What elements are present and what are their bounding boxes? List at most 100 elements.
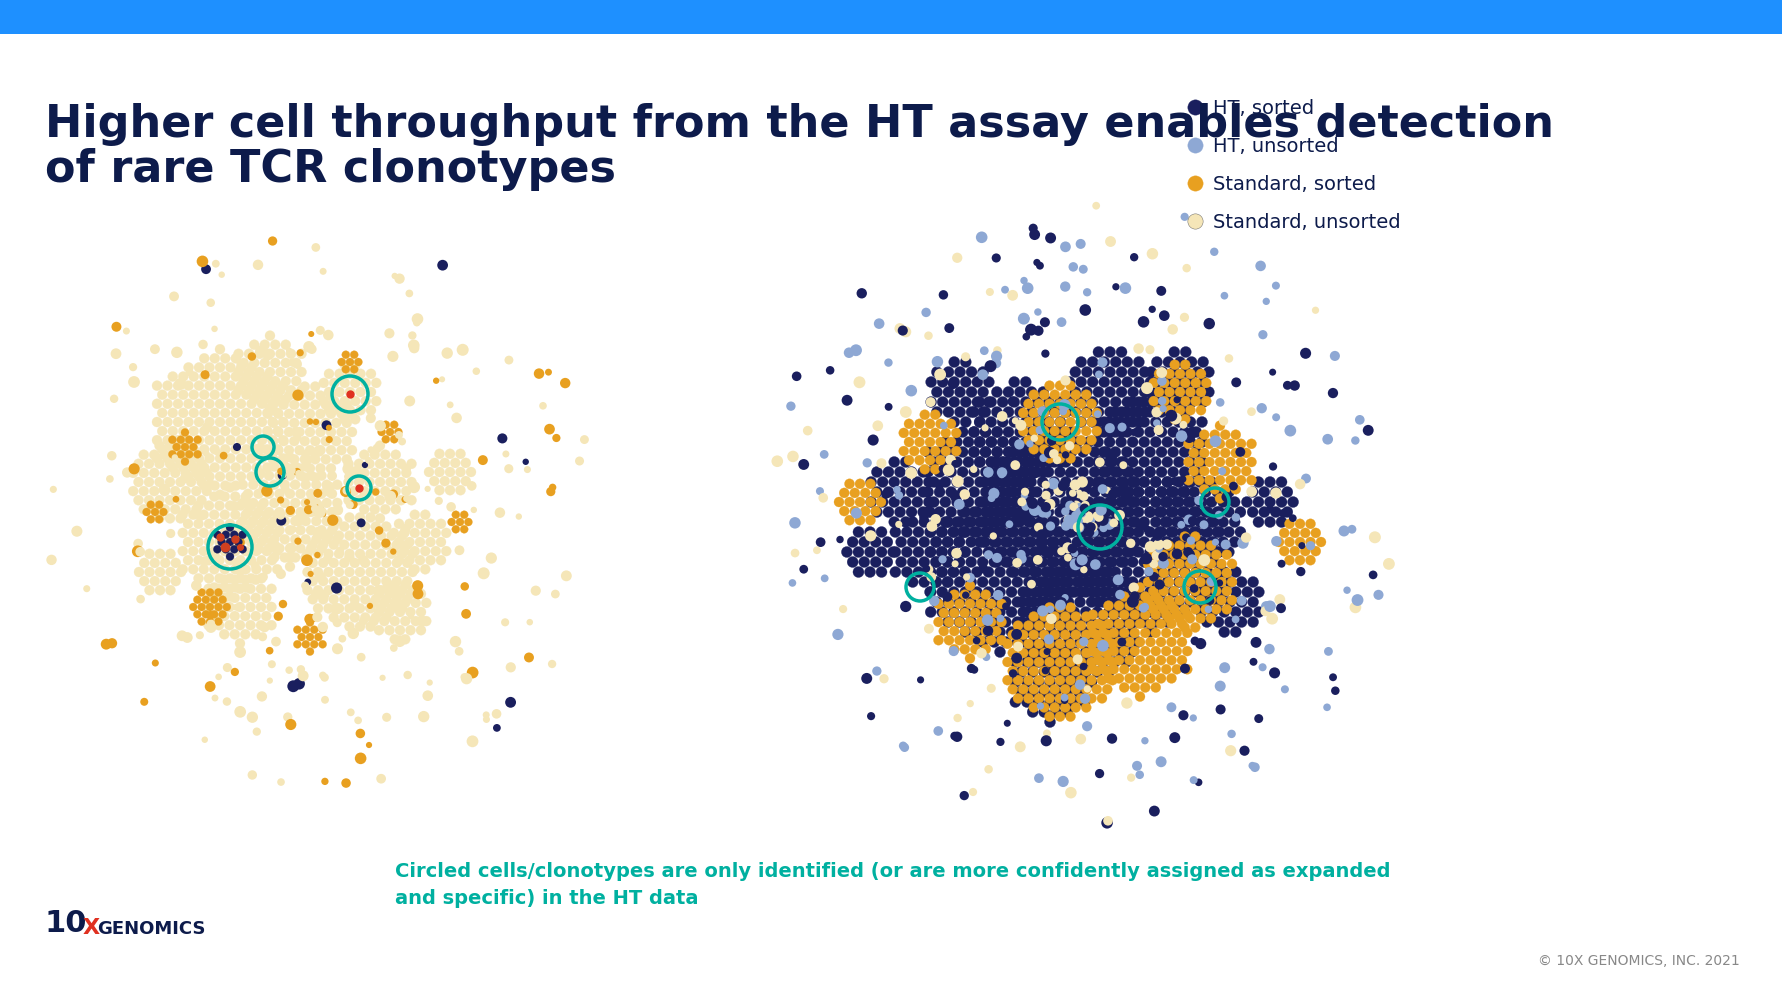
- Circle shape: [1010, 557, 1023, 568]
- Circle shape: [900, 743, 909, 753]
- Circle shape: [1194, 517, 1205, 528]
- Circle shape: [173, 418, 184, 428]
- Circle shape: [194, 400, 203, 410]
- Circle shape: [1126, 497, 1137, 508]
- Circle shape: [1019, 457, 1032, 468]
- Circle shape: [1190, 397, 1199, 407]
- Circle shape: [1060, 630, 1069, 640]
- Circle shape: [175, 496, 185, 506]
- Circle shape: [269, 462, 280, 472]
- Circle shape: [1132, 467, 1144, 478]
- Circle shape: [1026, 498, 1037, 509]
- Circle shape: [1091, 630, 1101, 640]
- Circle shape: [1133, 417, 1144, 428]
- Circle shape: [1023, 657, 1034, 667]
- Circle shape: [1169, 604, 1178, 614]
- Circle shape: [235, 602, 244, 612]
- Circle shape: [1044, 621, 1053, 631]
- Circle shape: [1037, 577, 1048, 588]
- Circle shape: [943, 599, 953, 609]
- Circle shape: [952, 461, 959, 468]
- Circle shape: [326, 437, 333, 444]
- Circle shape: [1080, 391, 1091, 401]
- Circle shape: [331, 401, 340, 410]
- Circle shape: [1226, 595, 1237, 605]
- Circle shape: [340, 361, 349, 371]
- Circle shape: [258, 498, 269, 508]
- Circle shape: [1185, 377, 1196, 388]
- Circle shape: [1023, 621, 1034, 631]
- Circle shape: [968, 789, 977, 797]
- Circle shape: [241, 409, 251, 419]
- Circle shape: [301, 498, 310, 508]
- Circle shape: [283, 464, 294, 474]
- Circle shape: [1007, 397, 1018, 407]
- Circle shape: [321, 498, 331, 508]
- Circle shape: [1028, 648, 1039, 658]
- Circle shape: [385, 429, 394, 437]
- Circle shape: [301, 626, 310, 634]
- Circle shape: [1039, 391, 1048, 401]
- Circle shape: [1042, 729, 1050, 737]
- Circle shape: [1263, 601, 1276, 612]
- Circle shape: [1246, 507, 1258, 518]
- Circle shape: [1091, 409, 1101, 419]
- Circle shape: [1034, 639, 1044, 649]
- Circle shape: [385, 589, 394, 599]
- Circle shape: [312, 420, 319, 426]
- Circle shape: [1144, 627, 1155, 638]
- Circle shape: [1034, 557, 1046, 568]
- Circle shape: [344, 622, 355, 632]
- Circle shape: [305, 499, 317, 510]
- Circle shape: [230, 481, 241, 491]
- Circle shape: [1034, 617, 1046, 628]
- Circle shape: [1010, 517, 1023, 528]
- Circle shape: [317, 502, 324, 509]
- Circle shape: [266, 584, 276, 594]
- Circle shape: [1160, 497, 1171, 508]
- Circle shape: [1212, 597, 1222, 608]
- Circle shape: [1283, 382, 1292, 391]
- Circle shape: [155, 501, 164, 509]
- Circle shape: [1228, 497, 1240, 508]
- Circle shape: [1048, 427, 1060, 438]
- Circle shape: [410, 528, 419, 538]
- Circle shape: [258, 517, 269, 527]
- Circle shape: [150, 450, 159, 460]
- Circle shape: [388, 546, 399, 556]
- Circle shape: [1001, 497, 1012, 508]
- Circle shape: [977, 367, 987, 378]
- Circle shape: [194, 381, 203, 391]
- Circle shape: [1101, 818, 1112, 829]
- Circle shape: [180, 487, 191, 497]
- Circle shape: [365, 622, 376, 632]
- Circle shape: [930, 537, 941, 548]
- Circle shape: [875, 567, 887, 578]
- Circle shape: [1094, 770, 1103, 779]
- Circle shape: [1180, 361, 1190, 371]
- Circle shape: [925, 547, 936, 558]
- Circle shape: [226, 553, 233, 561]
- Circle shape: [1201, 617, 1212, 628]
- Circle shape: [1066, 454, 1075, 464]
- Circle shape: [392, 576, 401, 586]
- Circle shape: [1121, 447, 1132, 458]
- Circle shape: [980, 447, 991, 458]
- Circle shape: [355, 359, 362, 367]
- Circle shape: [1053, 567, 1066, 578]
- Circle shape: [1034, 675, 1044, 685]
- Circle shape: [299, 382, 310, 392]
- Circle shape: [549, 484, 556, 492]
- Circle shape: [1153, 580, 1164, 590]
- Circle shape: [1164, 388, 1174, 398]
- Circle shape: [898, 741, 907, 750]
- Circle shape: [408, 614, 413, 620]
- Circle shape: [1167, 507, 1178, 518]
- Circle shape: [1116, 417, 1126, 428]
- Circle shape: [451, 477, 460, 487]
- Circle shape: [1144, 567, 1155, 578]
- Circle shape: [1028, 630, 1039, 640]
- Circle shape: [1123, 527, 1133, 538]
- Circle shape: [1099, 547, 1110, 558]
- Circle shape: [1219, 430, 1230, 440]
